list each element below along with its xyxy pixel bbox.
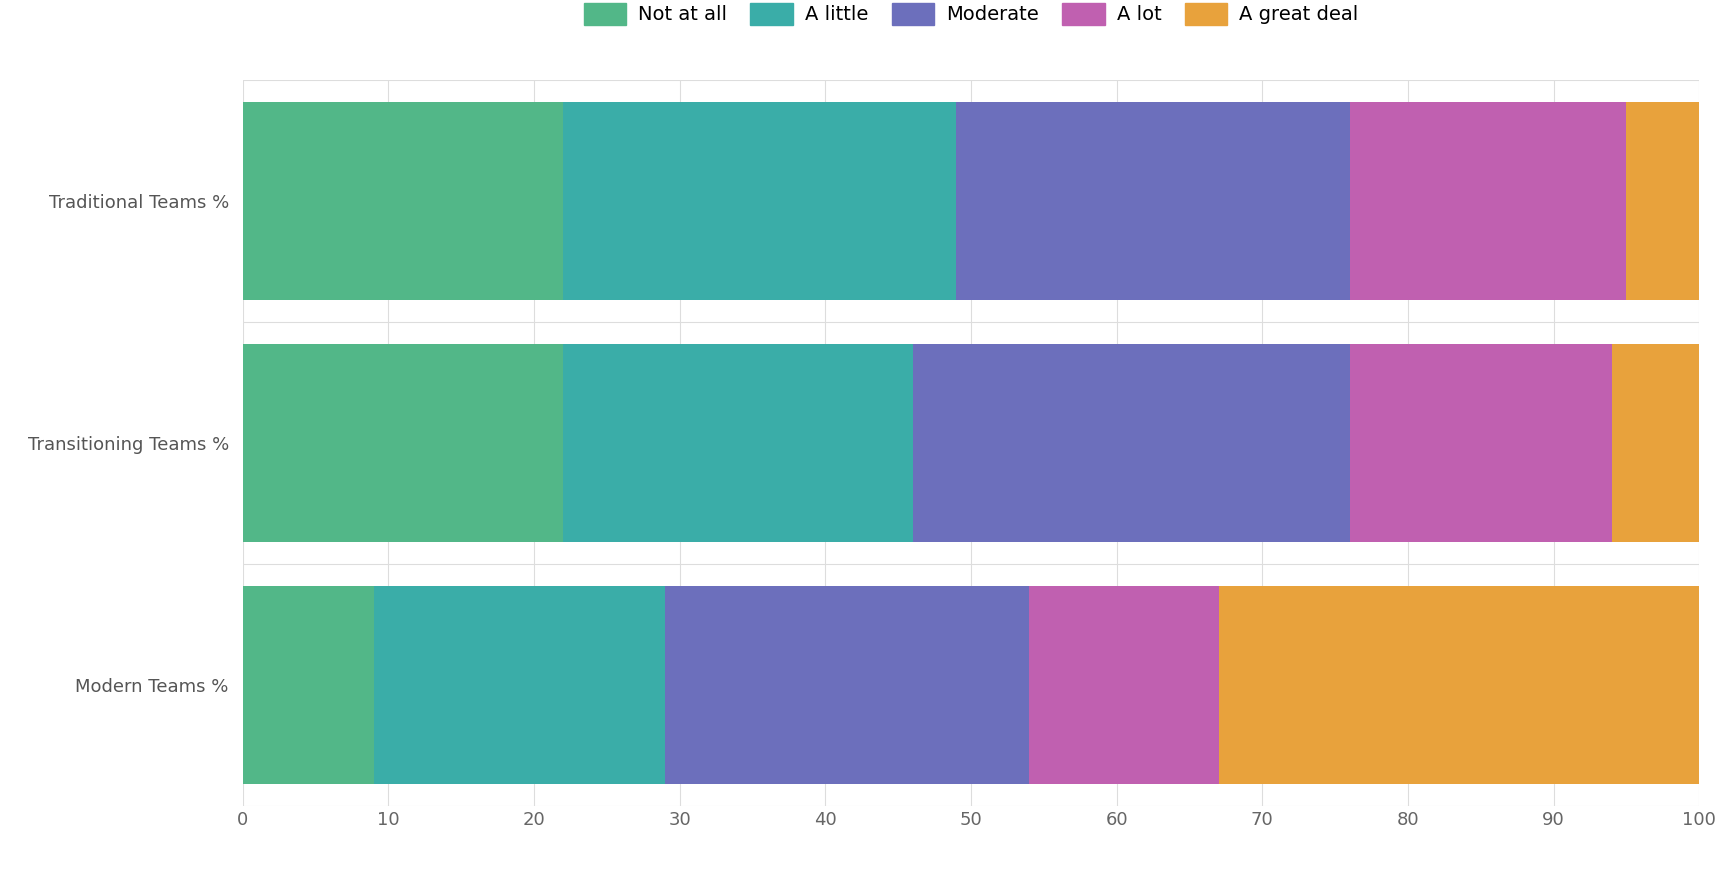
Bar — [375, 586, 666, 784]
Bar — [564, 102, 957, 300]
Bar — [1613, 344, 1699, 542]
Bar — [1219, 586, 1699, 784]
Bar — [1626, 102, 1699, 300]
Bar — [243, 586, 375, 784]
Bar — [1349, 344, 1613, 542]
Bar — [564, 344, 912, 542]
Bar — [957, 102, 1349, 300]
Bar — [243, 102, 564, 300]
Bar — [666, 586, 1030, 784]
Bar — [912, 344, 1349, 542]
Bar — [1349, 102, 1626, 300]
Bar — [1030, 586, 1219, 784]
Legend: Not at all, A little, Moderate, A lot, A great deal: Not at all, A little, Moderate, A lot, A… — [576, 0, 1366, 33]
Bar — [243, 344, 564, 542]
